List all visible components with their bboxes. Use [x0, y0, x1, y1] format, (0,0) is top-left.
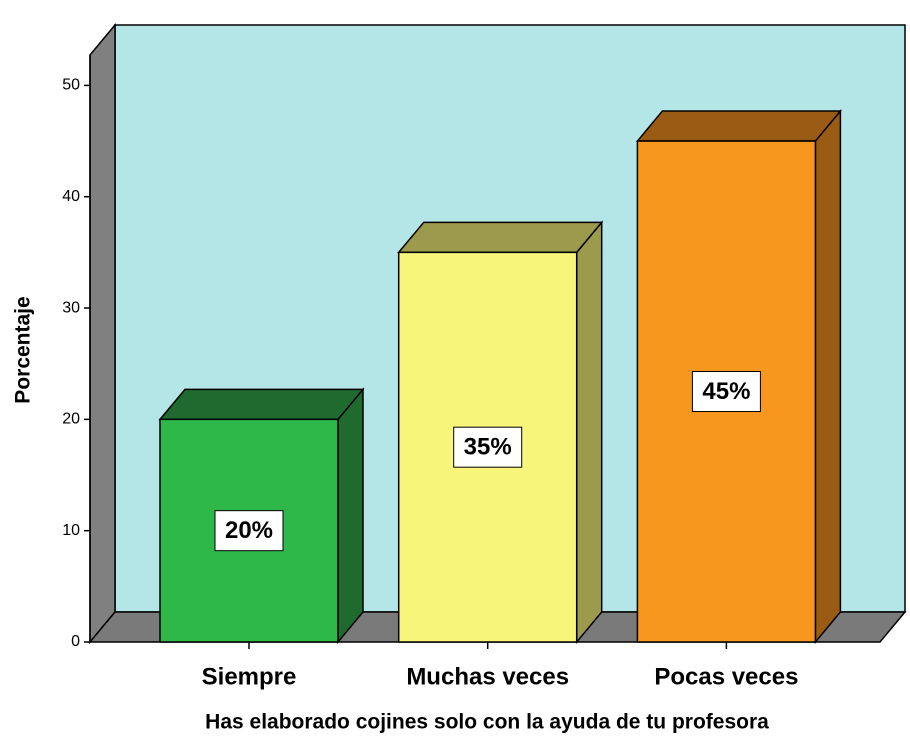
- bar-side: [337, 387, 364, 645]
- y-axis-title: Porcentaje: [12, 296, 35, 403]
- y-tick-label: 0: [71, 633, 80, 650]
- value-label: 35%: [464, 434, 512, 461]
- bar-side: [575, 220, 603, 645]
- x-tick-label: Siempre: [202, 663, 297, 690]
- x-tick-label: Pocas veces: [654, 663, 798, 690]
- bar-top: [158, 388, 365, 421]
- bar-top: [397, 221, 604, 254]
- y-tick-label: 30: [62, 299, 80, 316]
- y-tick-label: 10: [62, 522, 80, 539]
- side-wall: [89, 22, 116, 645]
- bar-side: [814, 108, 842, 645]
- value-label: 20%: [225, 517, 273, 544]
- value-label-box: [453, 426, 523, 468]
- x-axis-title: Has elaborado cojines solo con la ayuda …: [205, 711, 769, 734]
- x-tick-label: Muchas veces: [406, 663, 569, 690]
- y-tick-label: 20: [62, 411, 80, 428]
- value-label-box: [214, 510, 284, 552]
- y-tick-label: 50: [62, 77, 80, 94]
- y-tick-label: 40: [62, 188, 80, 205]
- bar-top: [635, 110, 843, 142]
- value-label-box: [691, 371, 761, 413]
- value-label: 45%: [702, 378, 750, 405]
